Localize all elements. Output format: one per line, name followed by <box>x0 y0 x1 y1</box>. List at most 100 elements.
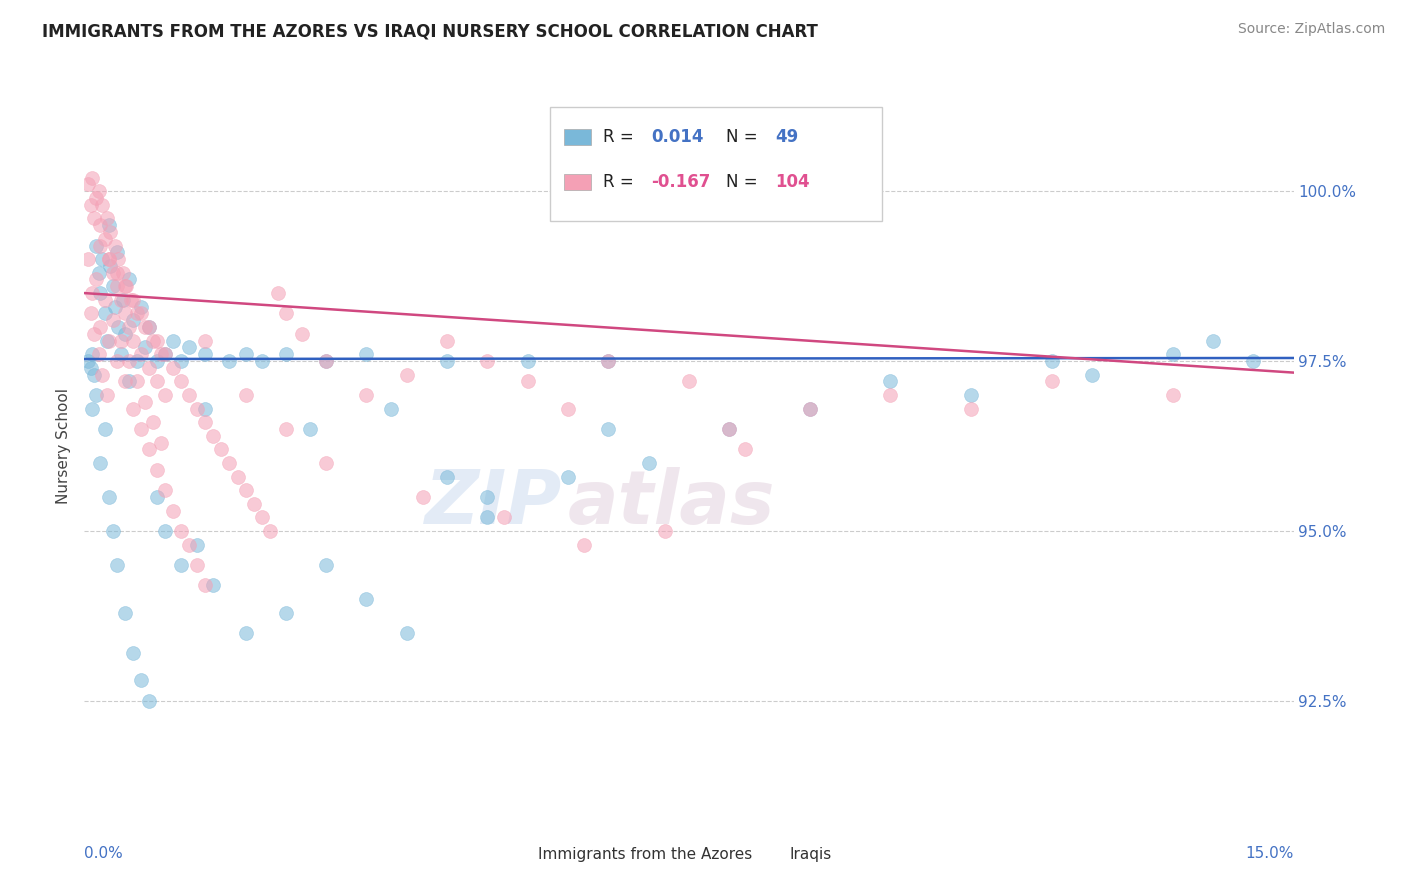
Point <box>77 354 100 368</box>
Point <box>97 252 120 266</box>
Point <box>356 388 378 402</box>
Point <box>121 646 143 660</box>
Point <box>436 334 458 348</box>
Text: N =: N = <box>727 173 763 191</box>
Point <box>395 368 418 382</box>
Point <box>557 401 579 416</box>
Point <box>91 198 114 212</box>
Point <box>194 347 217 361</box>
Text: 15.0%: 15.0% <box>1246 846 1294 861</box>
Point <box>734 442 756 457</box>
Point <box>118 375 141 389</box>
Point <box>134 341 156 355</box>
Point <box>146 463 169 477</box>
Point <box>93 422 115 436</box>
Point <box>98 225 121 239</box>
Point <box>121 334 143 348</box>
Point <box>134 394 156 409</box>
Point <box>77 178 100 192</box>
Point <box>678 375 700 389</box>
Point <box>134 320 156 334</box>
Text: 104: 104 <box>775 173 810 191</box>
Point <box>97 252 120 266</box>
Point <box>718 422 741 436</box>
Point <box>107 320 129 334</box>
Point <box>162 360 184 375</box>
Point <box>101 279 124 293</box>
Point <box>637 456 659 470</box>
Point <box>80 198 103 212</box>
Point <box>112 293 135 307</box>
Point <box>274 347 297 361</box>
Point <box>153 347 176 361</box>
Point <box>129 300 152 314</box>
Point <box>82 170 104 185</box>
Point <box>250 354 273 368</box>
Point <box>291 326 314 341</box>
Point <box>477 354 499 368</box>
Point <box>477 490 499 504</box>
Point <box>89 286 111 301</box>
Point <box>105 279 128 293</box>
Point <box>1161 388 1184 402</box>
Point <box>80 360 103 375</box>
Point <box>235 483 257 498</box>
Point <box>209 442 232 457</box>
Point <box>93 232 115 246</box>
Point <box>654 524 676 538</box>
Point <box>91 252 114 266</box>
Point <box>146 375 169 389</box>
Point <box>105 266 128 280</box>
Point <box>105 354 128 368</box>
Text: 0.014: 0.014 <box>651 128 704 146</box>
Point <box>226 469 249 483</box>
Point <box>153 524 176 538</box>
Point <box>149 347 172 361</box>
Bar <box>564 174 591 190</box>
Point <box>138 360 160 375</box>
Point <box>218 354 240 368</box>
Point <box>299 422 322 436</box>
Point <box>118 320 141 334</box>
Point <box>202 429 225 443</box>
Bar <box>502 847 531 862</box>
Point <box>356 347 378 361</box>
Point <box>138 320 160 334</box>
Text: 49: 49 <box>775 128 799 146</box>
Point <box>138 694 160 708</box>
Point <box>315 354 337 368</box>
Point <box>125 354 148 368</box>
Point <box>138 320 160 334</box>
Point <box>1040 354 1063 368</box>
Point <box>598 422 620 436</box>
Point <box>146 334 169 348</box>
Point <box>129 306 152 320</box>
Point <box>89 320 111 334</box>
Point <box>146 490 169 504</box>
Point <box>598 354 620 368</box>
Point <box>274 422 297 436</box>
Text: Immigrants from the Azores: Immigrants from the Azores <box>538 847 752 863</box>
Point <box>259 524 281 538</box>
Point <box>202 578 225 592</box>
Point <box>97 490 120 504</box>
Point <box>879 388 901 402</box>
Point <box>146 354 169 368</box>
Point <box>218 456 240 470</box>
Point <box>194 334 217 348</box>
Text: N =: N = <box>727 128 763 146</box>
Point <box>105 245 128 260</box>
Point <box>235 388 257 402</box>
Point <box>138 442 160 457</box>
Point <box>101 524 124 538</box>
Point <box>114 326 136 341</box>
Point <box>125 375 148 389</box>
Point <box>274 606 297 620</box>
Point <box>436 469 458 483</box>
Point <box>96 334 118 348</box>
Text: Iraqis: Iraqis <box>789 847 831 863</box>
Point <box>492 510 515 524</box>
Point <box>274 306 297 320</box>
Point <box>86 191 108 205</box>
Text: R =: R = <box>603 128 640 146</box>
